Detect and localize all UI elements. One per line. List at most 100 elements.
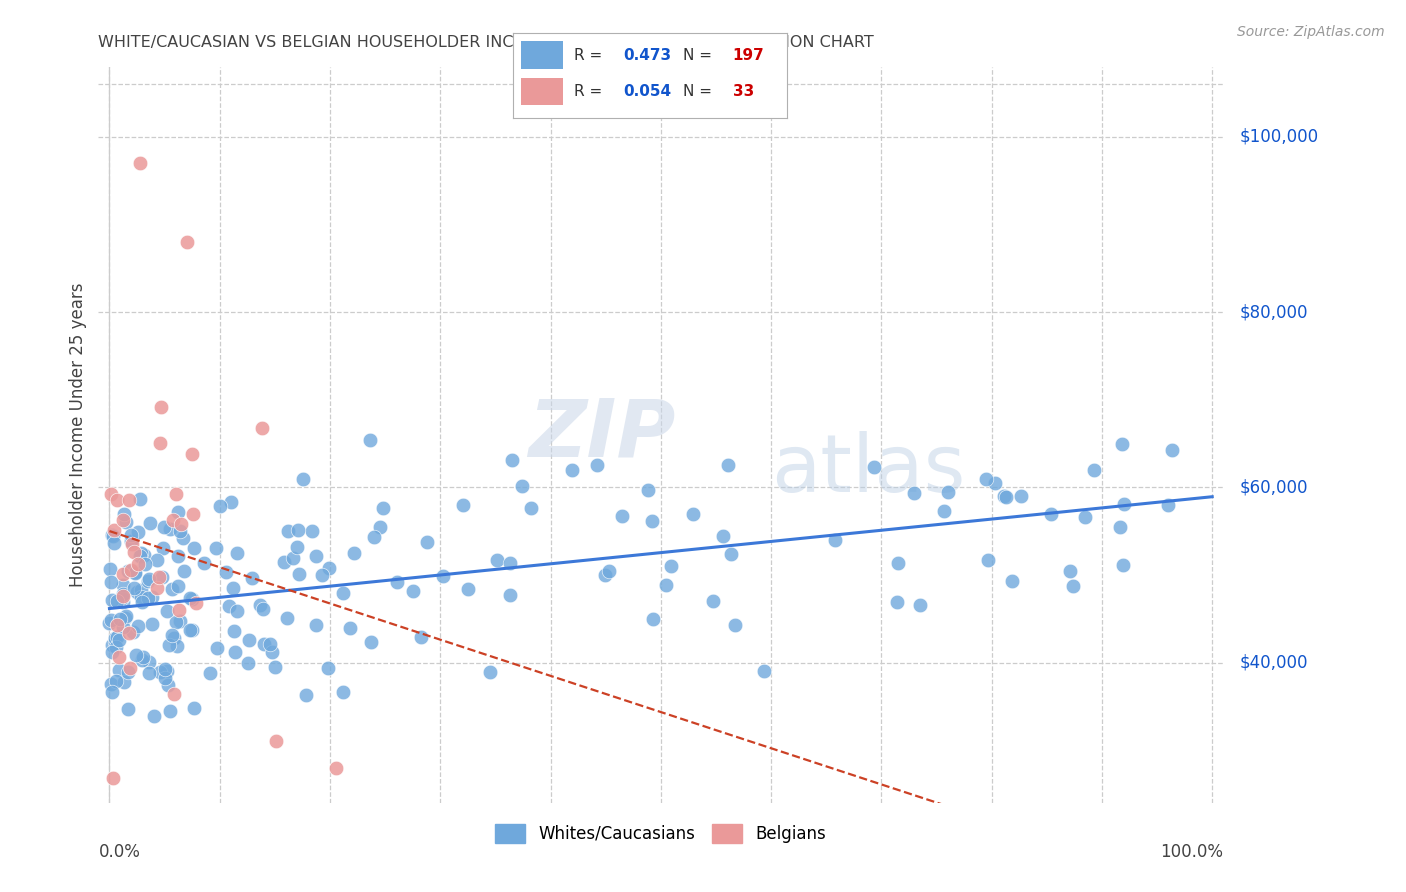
Point (824, 533, 846, 547)
Point (134, 557, 156, 571)
Point (166, 549, 188, 564)
Point (238, 633, 260, 648)
Text: N =: N = (683, 84, 717, 99)
Point (222, 581, 245, 595)
Point (111, 589, 134, 603)
Point (1111, 558, 1133, 573)
Point (155, 662, 177, 676)
Point (292, 472, 315, 486)
Point (112, 620, 135, 634)
Point (150, 570, 173, 584)
Point (226, 546, 249, 560)
Point (105, 630, 128, 644)
Point (162, 582, 184, 596)
Point (112, 566, 135, 581)
Point (162, 632, 184, 646)
Point (276, 611, 298, 625)
Point (181, 507, 204, 521)
Point (295, 688, 318, 702)
Point (281, 551, 304, 566)
Point (711, 529, 734, 543)
Point (240, 571, 263, 585)
Point (499, 556, 522, 570)
Point (131, 595, 153, 609)
Point (153, 671, 176, 685)
Point (974, 472, 997, 486)
Bar (522, 42, 562, 69)
Bar (522, 78, 562, 105)
Point (259, 637, 281, 651)
Point (101, 529, 124, 543)
Point (501, 453, 523, 467)
Point (156, 665, 179, 679)
Point (100, 677, 122, 691)
Point (112, 587, 135, 601)
Text: 33: 33 (733, 84, 754, 99)
Point (118, 625, 141, 640)
Point (166, 639, 188, 653)
Legend: Whites/Caucasians, Belgians: Whites/Caucasians, Belgians (489, 817, 832, 850)
Point (100, 487, 122, 501)
Point (153, 520, 176, 534)
Point (132, 650, 155, 665)
Point (127, 524, 149, 539)
Point (138, 666, 160, 681)
Point (146, 552, 169, 566)
Point (520, 500, 543, 515)
Point (908, 599, 931, 613)
Point (128, 156, 150, 170)
Point (287, 540, 309, 554)
Point (717, 458, 740, 473)
Point (702, 594, 724, 608)
Point (162, 513, 184, 527)
Point (1112, 497, 1135, 511)
Point (180, 592, 202, 607)
Point (148, 570, 170, 584)
Text: 0.473: 0.473 (623, 47, 671, 62)
Point (129, 549, 152, 563)
Point (111, 591, 134, 605)
Point (103, 631, 125, 645)
Point (138, 656, 160, 670)
Point (141, 590, 163, 604)
Point (485, 553, 508, 567)
Point (108, 663, 131, 677)
Point (100, 528, 122, 542)
Text: R =: R = (574, 84, 606, 99)
Text: Source: ZipAtlas.com: Source: ZipAtlas.com (1237, 25, 1385, 39)
Point (1010, 489, 1032, 503)
Point (124, 566, 146, 580)
Point (132, 548, 155, 562)
Point (105, 640, 128, 655)
Point (121, 537, 143, 551)
Point (659, 558, 682, 573)
Point (149, 400, 172, 414)
Point (127, 557, 149, 571)
Point (112, 508, 135, 522)
Point (152, 541, 174, 555)
Point (176, 235, 198, 249)
Point (166, 579, 188, 593)
Point (120, 660, 142, 674)
Point (167, 505, 190, 519)
Point (159, 522, 181, 536)
Text: $40,000: $40,000 (1240, 654, 1308, 672)
Point (253, 637, 276, 651)
Point (143, 709, 166, 723)
Point (181, 447, 204, 461)
Point (1111, 437, 1133, 451)
Point (138, 572, 160, 586)
Point (977, 553, 1000, 567)
Point (173, 565, 195, 579)
Point (932, 504, 955, 518)
Point (105, 674, 128, 689)
Point (107, 493, 129, 508)
Point (104, 635, 127, 649)
Point (641, 612, 664, 626)
Point (139, 516, 162, 531)
Point (117, 564, 139, 578)
Point (498, 588, 520, 602)
Point (125, 585, 148, 599)
Point (131, 653, 153, 667)
Text: atlas: atlas (770, 431, 966, 509)
